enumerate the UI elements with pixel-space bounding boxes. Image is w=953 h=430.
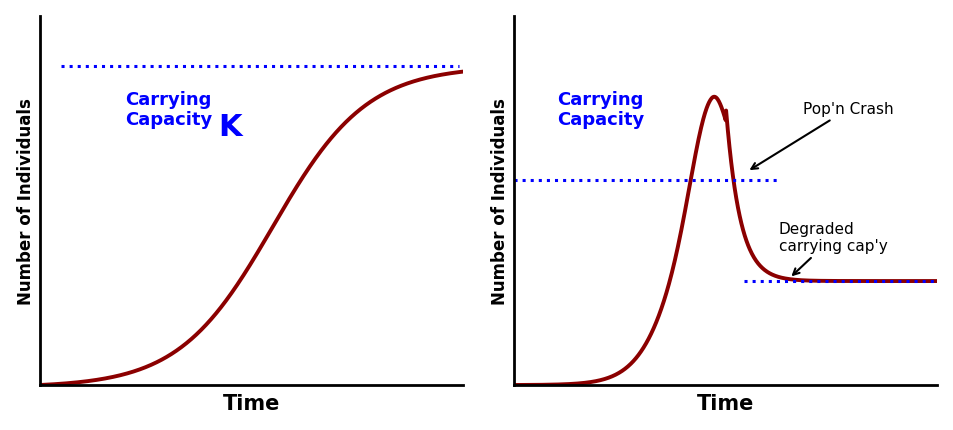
Text: Pop'n Crash: Pop'n Crash [751, 102, 893, 169]
Text: Carrying
Capacity: Carrying Capacity [557, 90, 643, 129]
X-axis label: Time: Time [697, 393, 754, 413]
Y-axis label: Number of Individuals: Number of Individuals [491, 98, 508, 304]
Text: Degraded
carrying cap'y: Degraded carrying cap'y [778, 221, 886, 275]
Y-axis label: Number of Individuals: Number of Individuals [16, 98, 34, 304]
X-axis label: Time: Time [223, 393, 280, 413]
Text: Carrying
Capacity: Carrying Capacity [125, 90, 212, 129]
Text: K: K [217, 112, 241, 141]
